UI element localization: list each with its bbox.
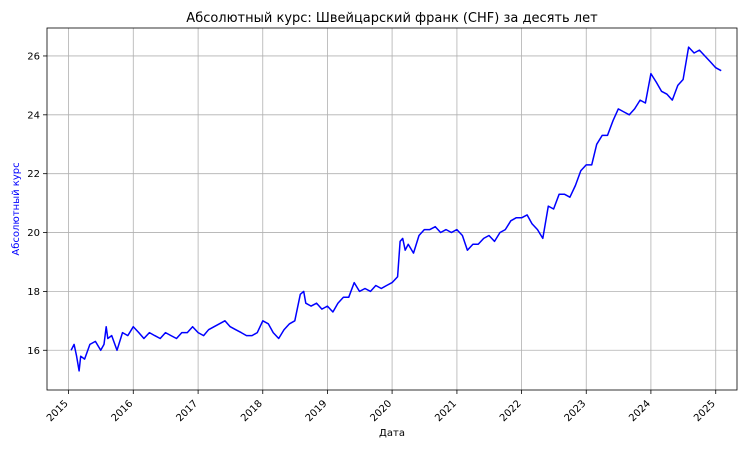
y-tick-label: 20 <box>27 228 40 239</box>
x-tick-label: 2022 <box>498 398 524 424</box>
y-tick-label: 24 <box>27 110 40 121</box>
y-ticks: 16 18 20 22 24 26 <box>27 51 47 357</box>
x-tick-label: 2018 <box>239 398 265 424</box>
series-line <box>70 46 722 372</box>
x-tick-label: 2021 <box>433 398 459 424</box>
x-tick-label: 2023 <box>563 398 589 424</box>
y-tick-label: 22 <box>27 169 40 180</box>
x-ticks: 2015 2016 2017 2018 2019 2020 2021 2022 2023 2024… <box>45 390 718 424</box>
grid <box>47 28 737 390</box>
y-tick-label: 16 <box>27 346 40 357</box>
x-axis-label: Дата <box>379 428 405 439</box>
x-tick-label: 2015 <box>45 398 71 424</box>
x-tick-label: 2016 <box>110 398 136 424</box>
x-tick-label: 2019 <box>304 398 330 424</box>
x-tick-label: 2020 <box>368 398 394 424</box>
y-axis-label: Абсолютный курс <box>11 162 22 255</box>
series-layer <box>70 46 722 372</box>
y-tick-label: 18 <box>27 287 40 298</box>
x-tick-label: 2024 <box>627 398 653 424</box>
y-tick-label: 26 <box>27 51 40 62</box>
x-tick-label: 2025 <box>692 398 718 424</box>
x-tick-label: 2017 <box>174 398 200 424</box>
chart-title: Абсолютный курс: Швейцарский франк (CHF)… <box>186 11 598 26</box>
